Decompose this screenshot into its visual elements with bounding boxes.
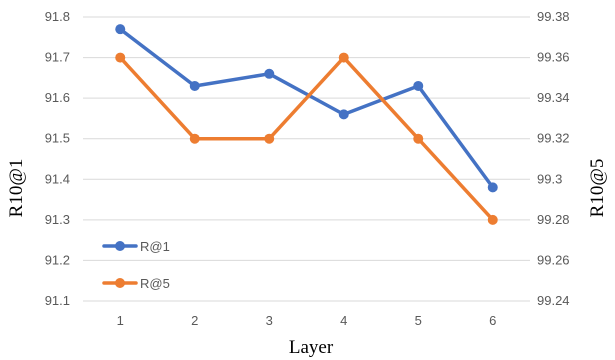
- x-tick-label: 1: [117, 313, 124, 328]
- data-point: [487, 214, 498, 225]
- right-tick-label: 99.38: [537, 9, 570, 24]
- x-tick-label: 4: [340, 313, 347, 328]
- x-axis-ticks: 1 2 3 4 5 6: [117, 313, 497, 328]
- legend-swatch-marker: [115, 278, 125, 288]
- right-tick-label: 99.34: [537, 90, 570, 105]
- right-tick-label: 99.36: [537, 50, 570, 65]
- legend-label: R@1: [140, 239, 170, 254]
- data-point: [413, 80, 424, 91]
- x-tick-label: 6: [489, 313, 496, 328]
- x-tick-label: 5: [415, 313, 422, 328]
- left-axis-title: R10@1: [6, 159, 27, 218]
- left-tick-label: 91.5: [45, 131, 70, 146]
- data-point: [413, 133, 424, 144]
- left-tick-label: 91.3: [45, 212, 70, 227]
- data-point: [264, 68, 275, 79]
- right-tick-label: 99.24: [537, 293, 570, 308]
- left-tick-label: 91.2: [45, 252, 70, 267]
- right-tick-label: 99.26: [537, 252, 570, 267]
- data-point: [264, 133, 275, 144]
- data-point: [338, 52, 349, 63]
- series-line-1: [118, 55, 495, 222]
- left-axis-ticks: 91.1 91.2 91.3 91.4 91.5 91.6 91.7 91.8: [45, 9, 70, 308]
- left-tick-label: 91.4: [45, 171, 70, 186]
- legend: R@1 R@5: [102, 239, 170, 291]
- left-tick-label: 91.8: [45, 9, 70, 24]
- data-point: [115, 52, 126, 63]
- left-tick-label: 91.7: [45, 50, 70, 65]
- right-axis-title: R10@5: [587, 159, 608, 218]
- x-tick-label: 2: [191, 313, 198, 328]
- x-tick-label: 3: [266, 313, 273, 328]
- data-point: [487, 182, 498, 193]
- data-point: [115, 24, 126, 35]
- left-tick-label: 91.1: [45, 293, 70, 308]
- series-line-0: [118, 27, 495, 190]
- right-axis-ticks: 99.24 99.26 99.28 99.3 99.32 99.34 99.36 99.38: [537, 9, 570, 308]
- data-point: [189, 80, 200, 91]
- right-tick-label: 99.28: [537, 212, 570, 227]
- data-point: [338, 109, 349, 120]
- series-layer: [115, 24, 498, 225]
- legend-label: R@5: [140, 276, 170, 291]
- legend-swatch-marker: [115, 241, 125, 251]
- x-axis-title: Layer: [289, 337, 334, 358]
- gridlines: [83, 16, 530, 302]
- left-tick-label: 91.6: [45, 90, 70, 105]
- right-tick-label: 99.32: [537, 131, 570, 146]
- data-point: [189, 133, 200, 144]
- right-tick-label: 99.3: [537, 171, 562, 186]
